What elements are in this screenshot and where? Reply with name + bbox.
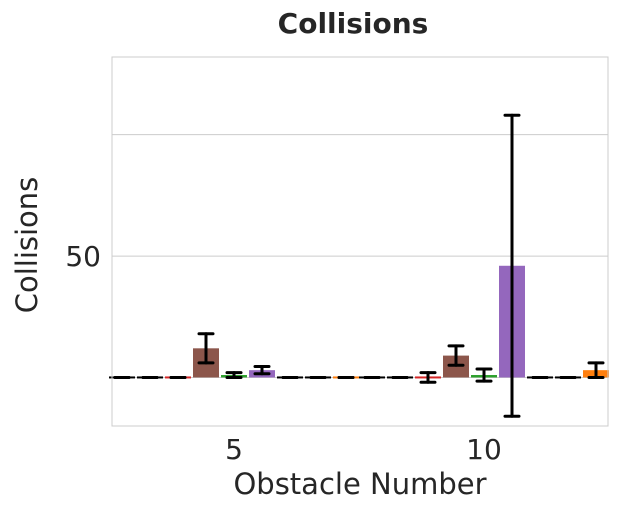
y-axis-label: Collisions <box>10 177 44 314</box>
x-axis-label: Obstacle Number <box>233 467 486 501</box>
plot-frame <box>111 56 609 427</box>
x-tick-label: 5 <box>225 433 243 466</box>
x-tick-label: 10 <box>466 433 502 466</box>
grid-lines <box>112 134 608 378</box>
y-tick-labels: 50 <box>65 240 101 273</box>
error-bars <box>113 113 605 418</box>
error-bar <box>419 371 437 384</box>
error-bar <box>587 361 605 379</box>
y-tick-label: 50 <box>65 240 101 273</box>
error-bar <box>253 365 271 376</box>
error-bar <box>447 344 465 367</box>
error-bar <box>197 332 215 365</box>
bars <box>109 265 609 379</box>
chart-title: Collisions <box>278 7 429 40</box>
error-bar <box>503 113 521 418</box>
error-bar <box>225 371 243 379</box>
error-bar <box>475 367 493 383</box>
x-tick-labels: 5 10 <box>225 433 502 466</box>
